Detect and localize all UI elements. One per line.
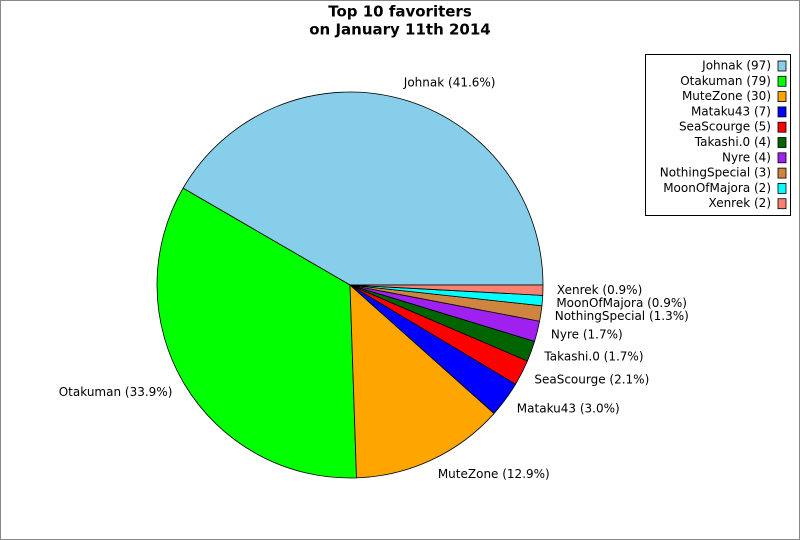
legend-label: Mataku43 (7): [691, 104, 771, 118]
legend-swatch: [777, 137, 787, 148]
pie-slice: [349, 284, 544, 296]
legend-swatch: [777, 167, 787, 179]
slice-label: Johnak (41.6%): [403, 76, 496, 90]
slice-label: Xenrek (0.9%): [557, 283, 642, 297]
legend-swatch: [777, 121, 787, 133]
legend-label: Xenrek (2): [709, 196, 771, 210]
slice-label: Takashi.0 (1.7%): [543, 349, 643, 363]
slice-label: NothingSpecial (1.3%): [555, 309, 689, 323]
legend-label: MuteZone (30): [682, 89, 771, 103]
pie-slice: [156, 187, 357, 479]
slice-label: Otakuman (33.9%): [59, 385, 173, 399]
legend-swatch: [777, 75, 787, 87]
chart-title: Top 10 favoriters: [328, 3, 472, 21]
legend-swatch: [777, 106, 787, 118]
legend-label: NothingSpecial (3): [660, 166, 771, 180]
slice-label: SeaScourge (2.1%): [534, 373, 649, 387]
legend-swatch: [777, 91, 787, 102]
legend-swatch: [777, 182, 787, 194]
legend-label: Johnak (97): [701, 59, 771, 73]
legend-label: SeaScourge (5): [679, 120, 771, 134]
chart-subtitle: on January 11th 2014: [309, 21, 490, 39]
legend-box: [645, 54, 791, 216]
legend-label: MoonOfMajora (2): [663, 181, 771, 195]
legend-swatch: [777, 198, 787, 210]
slice-label: MuteZone (12.9%): [438, 467, 550, 481]
legend-label: Takashi.0 (4): [694, 135, 771, 149]
legend-swatch: [777, 152, 787, 164]
legend-label: Nyre (4): [722, 150, 771, 164]
legend-label: Otakuman (79): [680, 74, 771, 88]
slice-label: Mataku43 (3.0%): [517, 401, 620, 415]
pie-slice: [349, 284, 495, 479]
slice-label: MoonOfMajora (0.9%): [556, 296, 687, 310]
slice-label: Nyre (1.7%): [551, 328, 623, 342]
legend-swatch: [777, 60, 787, 72]
pie-slice: [182, 91, 544, 286]
